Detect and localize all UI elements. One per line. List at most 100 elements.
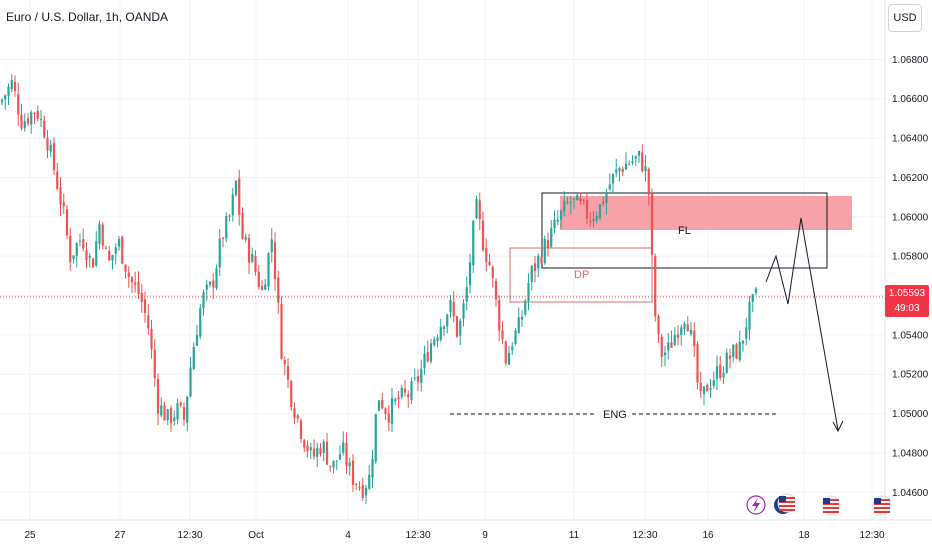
us-flag-icon[interactable] xyxy=(821,495,841,515)
candle-body xyxy=(407,394,410,398)
candle-body xyxy=(140,292,143,303)
candle-body xyxy=(543,238,546,264)
candle-body xyxy=(108,250,111,261)
candle-body xyxy=(680,327,683,335)
candle-body xyxy=(556,219,559,222)
candle-body xyxy=(498,300,501,331)
y-tick-label: 1.04600 xyxy=(892,488,929,499)
candle-body xyxy=(423,353,426,368)
candle-body xyxy=(715,366,719,379)
candle-body xyxy=(517,317,520,333)
candle-body xyxy=(741,340,745,344)
y-tick-label: 1.06000 xyxy=(892,212,929,223)
candle-body xyxy=(745,327,748,339)
candle-body xyxy=(605,192,608,203)
candle-body xyxy=(173,417,176,421)
candle-body xyxy=(241,212,244,239)
candle-body xyxy=(179,402,182,406)
zone-layer xyxy=(509,192,852,303)
candle-body xyxy=(403,389,407,393)
candle-body xyxy=(738,341,741,361)
candle-body xyxy=(527,282,530,302)
candle-body xyxy=(449,299,452,312)
candle-body xyxy=(374,413,377,462)
candle-body xyxy=(166,409,169,421)
x-tick-label: 12:30 xyxy=(405,530,430,541)
last-price-tag: 1.05593 49:03 xyxy=(885,285,929,317)
candle-body xyxy=(650,193,654,255)
candle-body xyxy=(585,200,589,219)
eng-label: ENG xyxy=(603,409,627,421)
candle-body xyxy=(156,378,160,414)
candle-body xyxy=(442,326,446,330)
candle-body xyxy=(569,201,572,203)
us-flag-icon[interactable] xyxy=(777,493,797,513)
x-tick-label: 4 xyxy=(345,530,351,541)
candle-body xyxy=(511,346,514,351)
candle-body xyxy=(699,382,702,392)
candle-body xyxy=(182,407,186,420)
us-flag-icon[interactable] xyxy=(872,495,892,515)
currency-button[interactable]: USD xyxy=(888,4,922,32)
candle-body xyxy=(345,443,348,466)
candle-layer xyxy=(0,74,758,504)
candle-body xyxy=(335,460,338,462)
candle-body xyxy=(533,263,537,271)
candle-body xyxy=(277,277,280,303)
candle-body xyxy=(455,316,459,337)
candle-body xyxy=(579,197,582,202)
candle-body xyxy=(706,384,709,392)
bar-countdown: 49:03 xyxy=(894,303,920,314)
last-price-value: 1.05593 xyxy=(888,288,926,299)
candle-body xyxy=(62,202,65,207)
candle-body xyxy=(13,81,17,92)
candle-body xyxy=(163,405,166,421)
lightning-icon[interactable] xyxy=(746,495,766,515)
candle-body xyxy=(7,86,10,96)
candle-body xyxy=(436,337,439,342)
candle-body xyxy=(504,341,507,364)
candle-body xyxy=(72,255,75,260)
candle-body xyxy=(394,399,397,402)
candle-body xyxy=(572,198,576,200)
candle-body xyxy=(176,402,179,420)
candle-body xyxy=(735,344,738,359)
candle-body xyxy=(0,99,4,103)
candle-body xyxy=(30,112,33,125)
y-tick-label: 1.05000 xyxy=(892,409,929,420)
candle-body xyxy=(452,301,455,317)
candle-body xyxy=(329,465,332,467)
candle-body xyxy=(641,152,644,172)
candle-body xyxy=(530,265,533,282)
candle-body xyxy=(647,168,650,195)
candle-body xyxy=(309,447,312,451)
chart-grid xyxy=(0,0,885,520)
candle-body xyxy=(582,199,585,201)
candle-body xyxy=(420,369,423,383)
candle-body xyxy=(33,113,36,115)
y-tick-label: 1.05200 xyxy=(892,370,929,381)
x-tick-label: 25 xyxy=(24,530,36,541)
candle-body xyxy=(208,281,212,286)
candle-body xyxy=(270,239,273,253)
candle-body xyxy=(260,285,264,290)
y-tick-label: 1.05800 xyxy=(892,252,929,263)
candle-body xyxy=(485,248,488,262)
candle-body xyxy=(202,292,205,309)
candle-body xyxy=(413,377,416,379)
candle-body xyxy=(371,458,374,478)
candle-body xyxy=(286,366,290,380)
candle-body xyxy=(114,247,117,254)
candle-body xyxy=(65,209,69,236)
candle-body xyxy=(342,442,345,453)
candle-body xyxy=(654,256,657,317)
candle-body xyxy=(78,240,82,242)
candle-body xyxy=(325,441,329,465)
candle-body xyxy=(644,166,647,172)
candle-body xyxy=(540,256,543,264)
candle-body xyxy=(199,308,202,337)
candle-body xyxy=(69,235,72,262)
candle-body xyxy=(303,439,306,448)
candle-body xyxy=(91,258,95,268)
